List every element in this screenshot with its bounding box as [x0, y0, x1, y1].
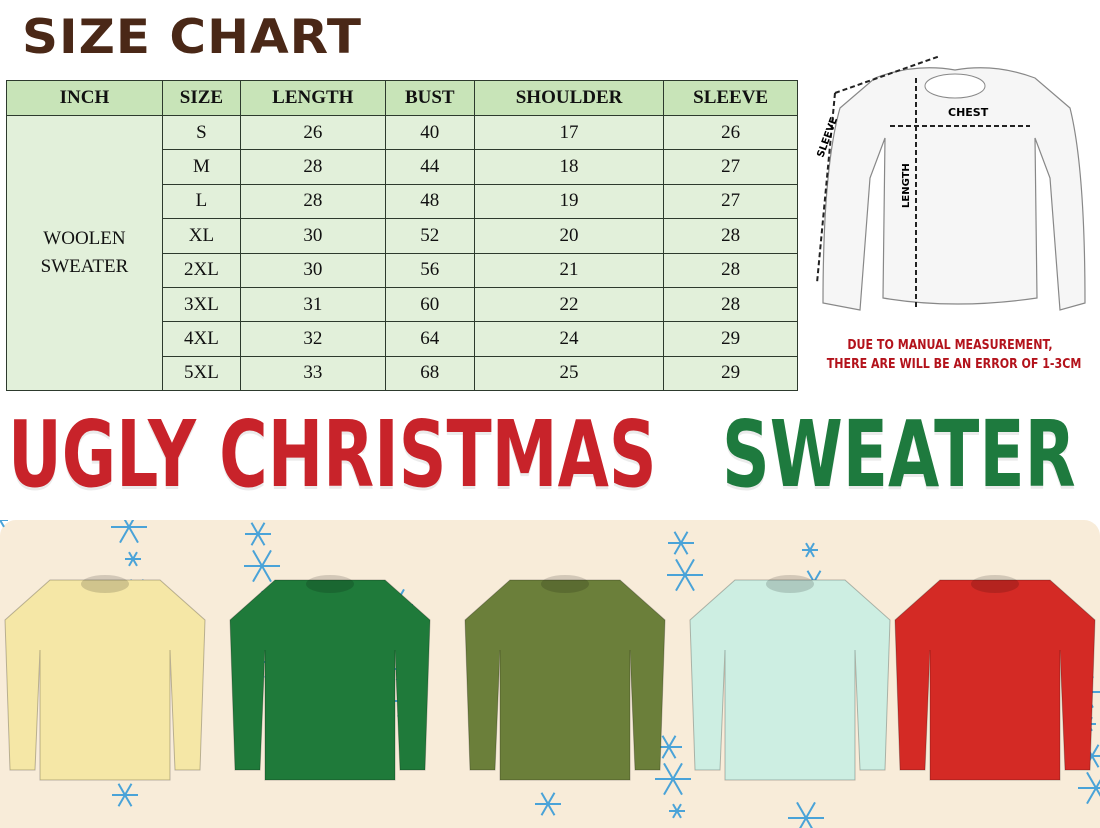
column-header: SLEEVE	[663, 80, 798, 116]
category-line: WOOLEN	[43, 228, 126, 249]
elf-sweater-icon	[894, 579, 1096, 781]
table-cell: 40	[384, 114, 475, 151]
measurement-note: DUE TO MANUAL MEASUREMENT, THERE ARE WIL…	[826, 336, 1082, 374]
table-cell: 17	[473, 114, 665, 151]
category-line: SWEATER	[40, 256, 129, 277]
table-cell: 22	[473, 286, 665, 323]
table-cell: 27	[663, 149, 798, 185]
snowflake-icon	[111, 520, 147, 544]
table-cell: 5XL	[161, 355, 241, 392]
snowflake-icon	[802, 542, 818, 558]
table-cell: 33	[239, 355, 386, 392]
snowflake-icon	[0, 520, 8, 528]
column-header: SIZE	[161, 80, 241, 116]
snowflake-icon	[125, 551, 141, 567]
table-cell: 64	[384, 321, 475, 357]
table-cell: M	[161, 149, 241, 185]
table-cell: 30	[239, 218, 386, 254]
table-cell: XL	[161, 218, 241, 254]
table-cell: 28	[663, 286, 798, 323]
table-cell: 2XL	[161, 252, 241, 288]
snowflake-icon	[535, 792, 561, 816]
table-row: M 28 44 18 27	[7, 149, 798, 185]
table-cell: 29	[663, 355, 798, 392]
table-row: 3XL 31 60 22 28	[7, 286, 798, 323]
table-cell: 29	[663, 321, 798, 357]
collar-icon	[766, 575, 814, 593]
table-row: 2XL 30 56 21 28	[7, 252, 798, 288]
snowflake-icon	[667, 558, 703, 592]
snowflake-icon	[788, 801, 824, 828]
collar-icon	[541, 575, 589, 593]
reindeer-sweater-icon	[464, 579, 666, 781]
table-cell: 56	[384, 252, 475, 288]
table-cell: 24	[473, 321, 665, 357]
collar-icon	[81, 575, 129, 593]
banner-text-1: UGLY CHRISTMAS	[8, 401, 657, 508]
snowflake-icon	[245, 522, 271, 546]
table-cell: 3XL	[161, 286, 241, 323]
table-cell: 60	[384, 286, 475, 323]
fair-isle-sweater-icon	[689, 579, 891, 781]
table-cell: 28	[239, 149, 386, 185]
snowflake-icon	[668, 531, 694, 555]
column-header: LENGTH	[239, 80, 386, 116]
table-cell: 68	[384, 355, 475, 392]
table-cell: 31	[239, 286, 386, 323]
table-cell: 25	[473, 355, 665, 392]
table-cell: S	[161, 114, 241, 151]
header-row: INCH SIZE LENGTH BUST SHOULDER SLEEVE	[6, 80, 798, 116]
length-label: LENGTH	[901, 163, 912, 208]
note-line-1: DUE TO MANUAL MEASUREMENT,	[847, 338, 1053, 353]
note-line-2: THERE ARE WILL BE AN ERROR OF 1-3CM	[826, 357, 1082, 372]
table-cell: 18	[473, 149, 665, 185]
table-cell: 44	[384, 149, 475, 185]
table-cell: 52	[384, 218, 475, 254]
polar-bear-sweater-icon	[229, 579, 431, 781]
column-header: INCH	[6, 80, 163, 116]
snowflake-icon	[1078, 771, 1100, 805]
column-header: BUST	[384, 80, 475, 116]
table-cell: 27	[663, 183, 798, 220]
category-cell: WOOLEN SWEATER	[6, 115, 163, 391]
table-row: WOOLEN SWEATER S 26 40 17 26	[6, 114, 798, 391]
snowflake-icon	[655, 762, 691, 796]
table-cell: 4XL	[161, 321, 241, 357]
collar-icon	[306, 575, 354, 593]
table-cell: 28	[239, 183, 386, 220]
collar-icon	[971, 575, 1019, 593]
sweater-measurement-diagram: CHEST LENGTH SLEEVE	[815, 55, 1086, 311]
table-cell: 48	[384, 183, 475, 220]
chest-label: CHEST	[948, 106, 989, 119]
snowflake-icon	[244, 549, 280, 583]
table-row: 4XL 32 64 24 29	[7, 321, 798, 357]
size-chart-table: INCH SIZE LENGTH BUST SHOULDER SLEEVE WOOLEN S…	[6, 80, 798, 392]
column-header: SHOULDER	[473, 80, 665, 116]
table-row: 5XL 33 68 25 29	[7, 355, 798, 392]
snowflake-icon	[669, 803, 685, 819]
snowflake-icon	[112, 783, 138, 807]
table-cell: 19	[473, 183, 665, 220]
table-cell: 28	[663, 218, 798, 254]
table-cell: 26	[663, 114, 798, 151]
table-cell: 20	[473, 218, 665, 254]
banner-text-2: SWEATER	[722, 401, 1076, 508]
table-cell: 21	[473, 252, 665, 288]
sweater-illustrations	[0, 520, 1100, 828]
table-cell: 28	[663, 252, 798, 288]
table-cell: 32	[239, 321, 386, 357]
table-cell: 26	[239, 114, 386, 151]
christmas-tree-sweater-icon	[4, 579, 206, 781]
banner-ugly-christmas: UGLY CHRISTMAS	[8, 400, 657, 510]
page-title: SIZE CHART	[22, 9, 363, 65]
table-cell: L	[161, 183, 241, 220]
table-cell: 30	[239, 252, 386, 288]
banner-sweater: SWEATER	[722, 400, 1076, 510]
